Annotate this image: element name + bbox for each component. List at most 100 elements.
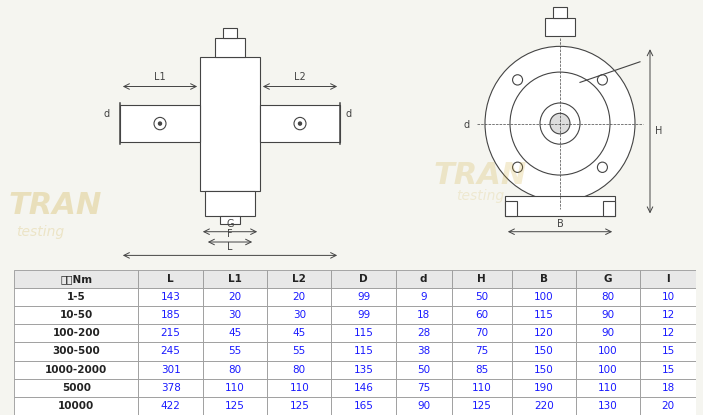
Bar <box>202 324 267 342</box>
Text: 100: 100 <box>598 365 618 375</box>
Bar <box>138 324 202 342</box>
Text: 15: 15 <box>662 347 675 356</box>
Text: 10000: 10000 <box>58 401 94 411</box>
Text: 18: 18 <box>662 383 675 393</box>
Text: 5000: 5000 <box>62 383 91 393</box>
Bar <box>576 306 640 324</box>
Bar <box>640 288 696 306</box>
Bar <box>267 288 331 306</box>
Bar <box>138 306 202 324</box>
Bar <box>215 38 245 56</box>
Bar <box>505 195 615 216</box>
Text: 100-200: 100-200 <box>52 328 100 338</box>
Text: 115: 115 <box>534 310 554 320</box>
Text: 125: 125 <box>290 401 309 411</box>
Bar <box>14 342 138 361</box>
Text: 99: 99 <box>357 292 370 302</box>
Bar <box>640 342 696 361</box>
Bar <box>396 361 451 378</box>
Text: 115: 115 <box>354 328 373 338</box>
Bar <box>451 361 512 378</box>
Bar <box>512 342 576 361</box>
Text: 85: 85 <box>475 365 488 375</box>
Circle shape <box>512 75 522 85</box>
Text: 45: 45 <box>228 328 242 338</box>
Ellipse shape <box>485 46 635 201</box>
Text: H: H <box>477 274 486 284</box>
Bar <box>396 270 451 288</box>
Text: 10: 10 <box>662 292 675 302</box>
Bar <box>640 397 696 415</box>
Circle shape <box>550 113 570 134</box>
Bar <box>640 378 696 397</box>
Bar <box>512 361 576 378</box>
Bar <box>202 342 267 361</box>
Bar <box>331 324 396 342</box>
Bar <box>267 378 331 397</box>
Bar <box>505 201 517 216</box>
Bar <box>260 105 340 142</box>
Text: 100: 100 <box>598 347 618 356</box>
Bar <box>202 361 267 378</box>
Bar <box>576 324 640 342</box>
Text: 90: 90 <box>602 328 614 338</box>
Bar <box>396 306 451 324</box>
Text: 110: 110 <box>472 383 491 393</box>
Bar <box>512 378 576 397</box>
Text: 100: 100 <box>534 292 553 302</box>
Text: 80: 80 <box>292 365 306 375</box>
Bar <box>576 270 640 288</box>
Bar <box>396 342 451 361</box>
Circle shape <box>540 103 580 144</box>
Bar <box>331 270 396 288</box>
Circle shape <box>154 117 166 130</box>
Text: d: d <box>345 109 351 119</box>
Text: L2: L2 <box>294 72 306 83</box>
Text: testing: testing <box>16 225 64 239</box>
Bar <box>267 361 331 378</box>
Bar <box>576 378 640 397</box>
Text: TRAN: TRAN <box>433 161 527 190</box>
Text: 110: 110 <box>225 383 245 393</box>
Text: 28: 28 <box>417 328 430 338</box>
Text: 110: 110 <box>290 383 309 393</box>
Bar <box>138 361 202 378</box>
Bar <box>220 216 240 225</box>
Bar <box>14 397 138 415</box>
Bar <box>14 270 138 288</box>
Text: 150: 150 <box>534 347 553 356</box>
Text: L1: L1 <box>154 72 166 83</box>
Bar <box>396 378 451 397</box>
Text: 55: 55 <box>292 347 306 356</box>
Text: 99: 99 <box>357 310 370 320</box>
Text: 50: 50 <box>475 292 488 302</box>
Text: 215: 215 <box>161 328 181 338</box>
Text: d: d <box>420 274 427 284</box>
Text: 378: 378 <box>161 383 181 393</box>
Text: 245: 245 <box>161 347 181 356</box>
Bar <box>331 361 396 378</box>
Text: 110: 110 <box>598 383 618 393</box>
Bar <box>451 270 512 288</box>
Text: 125: 125 <box>225 401 245 411</box>
Text: 1000-2000: 1000-2000 <box>45 365 108 375</box>
Bar <box>512 324 576 342</box>
Bar <box>396 324 451 342</box>
Bar <box>396 397 451 415</box>
Bar <box>451 288 512 306</box>
Bar <box>603 201 615 216</box>
Bar <box>14 288 138 306</box>
Text: 18: 18 <box>417 310 430 320</box>
Bar <box>451 397 512 415</box>
Text: 15: 15 <box>662 365 675 375</box>
Text: d: d <box>104 109 110 119</box>
Bar <box>267 270 331 288</box>
Text: 75: 75 <box>417 383 430 393</box>
Circle shape <box>294 117 306 130</box>
Text: F: F <box>227 229 233 239</box>
Text: 45: 45 <box>292 328 306 338</box>
Bar <box>202 378 267 397</box>
Text: 80: 80 <box>228 365 242 375</box>
Bar <box>14 306 138 324</box>
Bar <box>138 378 202 397</box>
